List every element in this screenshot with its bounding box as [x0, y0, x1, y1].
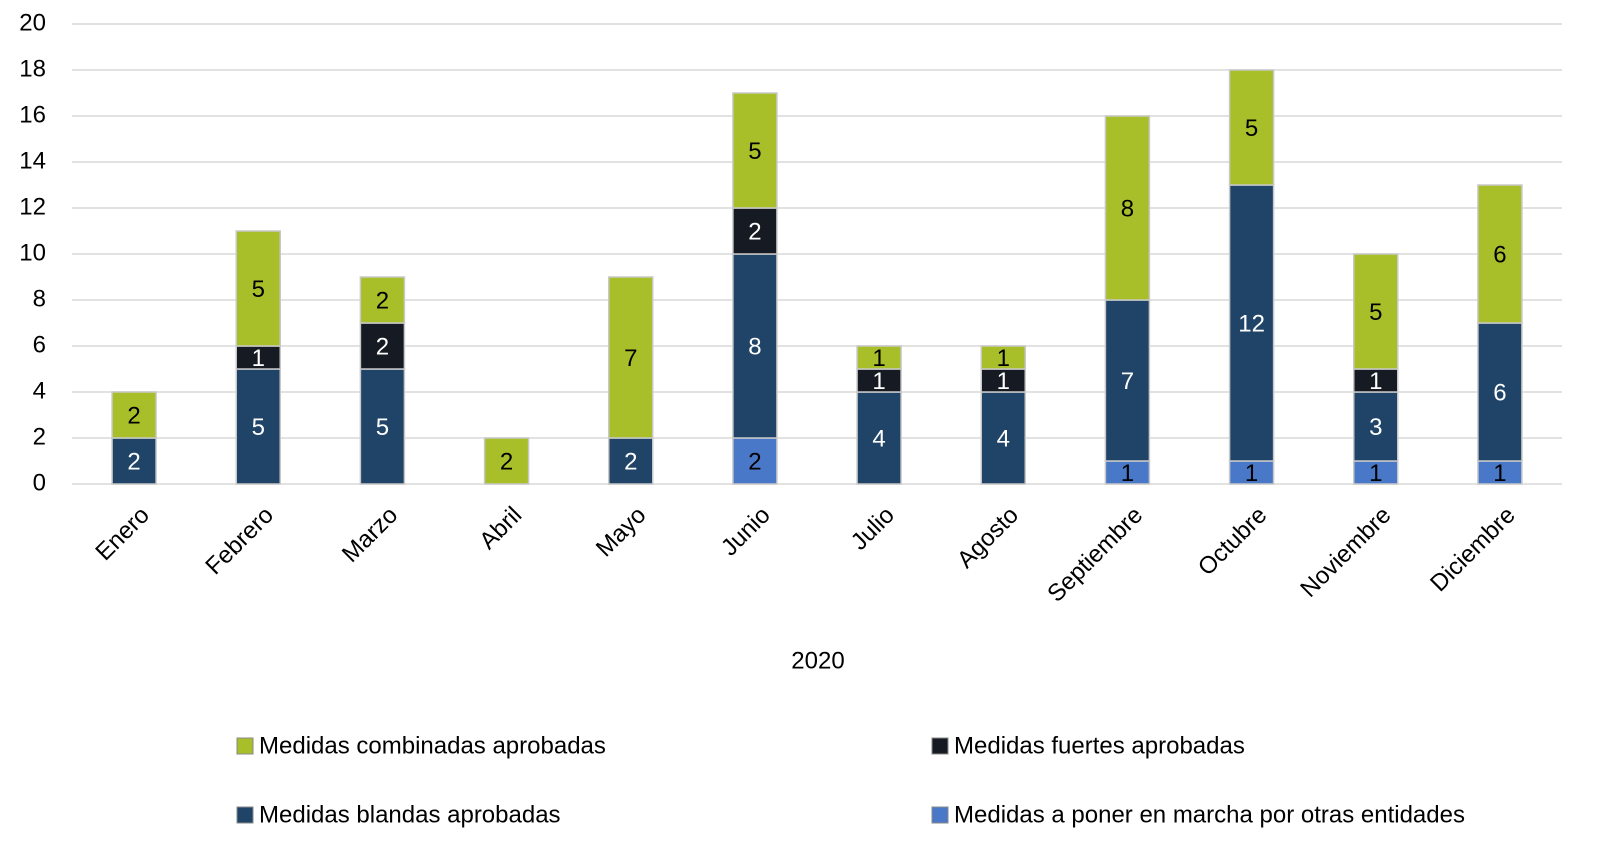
y-tick-label: 14	[19, 147, 46, 174]
legend-label: Medidas fuertes aprobadas	[954, 732, 1245, 759]
bar-segment	[856, 391, 902, 485]
y-tick-label: 2	[33, 423, 46, 450]
bar-segment	[1104, 115, 1151, 301]
bar-segment	[1477, 184, 1523, 324]
data-label: 2	[376, 287, 389, 314]
bar-segment	[732, 253, 778, 439]
bar-segment	[235, 230, 281, 347]
x-tick-label: Marzo	[337, 502, 403, 568]
data-label: 8	[748, 333, 761, 360]
bar-segment	[111, 437, 157, 485]
bar-segment	[235, 368, 281, 485]
legend-label: Medidas a poner en marcha por otras enti…	[954, 801, 1465, 828]
x-tick-label: Septiembre	[1042, 502, 1148, 608]
x-tick-label: Julio	[846, 502, 900, 556]
y-tick-label: 10	[19, 239, 46, 266]
data-label: 5	[252, 414, 265, 441]
data-label: 2	[127, 448, 140, 475]
data-label: 2	[376, 333, 389, 360]
legend-label: Medidas combinadas aprobadas	[259, 732, 606, 759]
data-label: 5	[1245, 115, 1258, 142]
bar-segment	[608, 437, 654, 485]
x-tick-label: Abril	[474, 502, 527, 555]
data-label: 1	[872, 368, 885, 395]
data-label: 7	[1121, 368, 1134, 395]
bar-segment	[732, 207, 778, 255]
x-tick-label: Febrero	[200, 502, 279, 581]
data-label: 2	[500, 448, 513, 475]
data-label: 8	[1121, 195, 1134, 222]
y-tick-label: 12	[19, 193, 46, 220]
data-label: 1	[252, 345, 265, 372]
data-label: 2	[748, 448, 761, 475]
x-tick-label: Agosto	[952, 502, 1024, 574]
legend-swatch	[931, 806, 949, 824]
data-label: 1	[1493, 460, 1506, 487]
data-label: 1	[997, 345, 1010, 372]
bar-segment	[1353, 391, 1399, 462]
data-label: 1	[997, 368, 1010, 395]
data-label: 3	[1369, 414, 1382, 441]
x-axis-title: 2020	[791, 647, 844, 674]
bar-segment	[1228, 69, 1275, 186]
bar-segment	[732, 92, 778, 209]
data-label: 5	[1369, 299, 1382, 326]
data-label: 2	[127, 402, 140, 429]
data-label: 12	[1238, 310, 1265, 337]
y-tick-label: 18	[19, 55, 46, 82]
bar-segment	[483, 437, 530, 485]
y-tick-label: 0	[33, 469, 46, 496]
data-label: 5	[376, 414, 389, 441]
data-label: 1	[1121, 460, 1134, 487]
data-label: 6	[1493, 241, 1506, 268]
bar-segment	[359, 276, 406, 324]
data-label: 1	[1369, 460, 1382, 487]
y-tick-label: 8	[33, 285, 46, 312]
y-tick-label: 20	[19, 9, 46, 36]
data-label: 2	[624, 448, 637, 475]
data-label: 7	[624, 345, 637, 372]
legend-swatch	[931, 737, 949, 755]
legend-swatch	[236, 806, 254, 824]
x-tick-label: Enero	[90, 502, 154, 566]
data-label: 5	[252, 276, 265, 303]
y-tick-label: 4	[33, 377, 46, 404]
legend-swatch	[236, 737, 254, 755]
data-label: 1	[872, 345, 885, 372]
y-tick-label: 6	[33, 331, 46, 358]
data-label: 2	[748, 218, 761, 245]
bar-segment	[856, 345, 902, 370]
bar-segment	[359, 322, 406, 370]
bar-segment	[980, 345, 1026, 370]
data-label: 1	[1245, 460, 1258, 487]
x-tick-label: Octubre	[1193, 502, 1272, 581]
bar-segment	[1477, 322, 1523, 462]
bar-segment	[359, 368, 406, 485]
y-tick-label: 16	[19, 101, 46, 128]
bar-segment	[1228, 184, 1275, 462]
legend-label: Medidas blandas aprobadas	[259, 801, 561, 828]
data-label: 6	[1493, 379, 1506, 406]
bar-segment	[1353, 253, 1399, 370]
x-tick-label: Junio	[716, 502, 776, 562]
x-tick-label: Mayo	[591, 502, 652, 563]
data-label: 4	[997, 425, 1010, 452]
data-label: 4	[872, 425, 885, 452]
bar-segment	[111, 391, 157, 439]
x-tick-label: Diciembre	[1425, 502, 1520, 597]
x-tick-label: Noviembre	[1295, 502, 1396, 603]
data-label: 5	[748, 138, 761, 165]
data-label: 1	[1369, 368, 1382, 395]
bar-segment	[608, 276, 654, 439]
